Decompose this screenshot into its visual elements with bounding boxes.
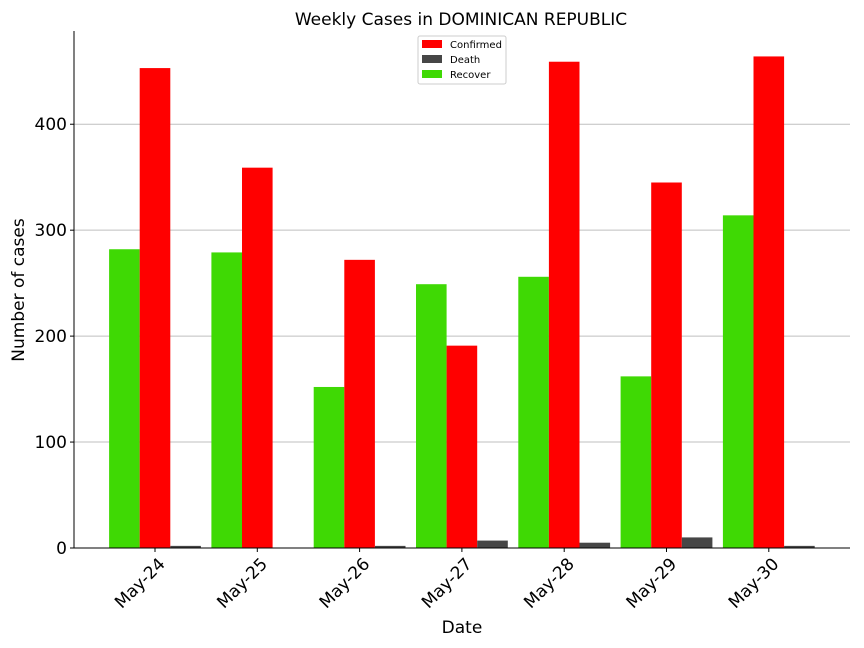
bar-death-may-28 — [579, 542, 611, 548]
bars — [109, 56, 815, 549]
bar-recover-may-26 — [313, 386, 345, 548]
legend-swatch-death — [422, 55, 442, 63]
bar-recover-may-27 — [416, 284, 447, 548]
bar-death-may-29 — [681, 537, 713, 548]
legend-swatch-recover — [422, 70, 442, 78]
bar-confirmed-may-27 — [446, 345, 478, 548]
x-tick-label: May-26 — [316, 554, 374, 612]
bar-confirmed-may-29 — [651, 182, 682, 548]
bar-confirmed-may-26 — [344, 259, 375, 548]
bar-death-may-24 — [170, 545, 201, 548]
x-tick-label: May-30 — [725, 554, 783, 612]
bar-recover-may-25 — [211, 252, 242, 549]
bar-confirmed-may-30 — [753, 56, 785, 549]
y-ticks: 0 100 200 300 400 — [35, 115, 74, 559]
y-tick-label: 200 — [35, 327, 67, 347]
x-tick-label: May-27 — [418, 554, 476, 612]
x-tick-label: May-29 — [623, 554, 681, 612]
x-axis-label: Date — [442, 618, 483, 638]
bar-death-may-30 — [784, 545, 815, 548]
x-tick-label: May-28 — [520, 554, 578, 612]
bar-recover-may-24 — [109, 249, 140, 549]
y-tick-label: 400 — [35, 115, 67, 135]
x-tick-label: May-24 — [111, 554, 169, 612]
y-axis-label: Number of cases — [9, 218, 29, 362]
y-tick-label: 100 — [35, 433, 67, 453]
bar-confirmed-may-28 — [548, 61, 580, 548]
x-ticks: May-24 May-25 May-26 May-27 May-28 May-29 May-… — [111, 548, 783, 613]
bar-death-may-26 — [374, 545, 406, 548]
bar-death-may-27 — [477, 540, 508, 548]
legend-label-recover: Recover — [450, 70, 491, 81]
bar-confirmed-may-24 — [139, 68, 171, 548]
y-tick-label: 0 — [56, 539, 67, 559]
legend-label-confirmed: Confirmed — [450, 40, 502, 51]
bar-recover-may-30 — [722, 215, 754, 548]
chart-title: Weekly Cases in DOMINICAN REPUBLIC — [295, 10, 627, 30]
legend-label-death: Death — [450, 55, 480, 66]
bar-recover-may-29 — [620, 376, 652, 548]
legend: Confirmed Death Recover — [417, 35, 507, 85]
bar-recover-may-28 — [518, 276, 549, 548]
x-tick-label: May-25 — [213, 554, 271, 612]
legend-swatch-confirmed — [422, 40, 442, 48]
bar-confirmed-may-25 — [242, 167, 273, 549]
y-tick-label: 300 — [35, 221, 67, 241]
